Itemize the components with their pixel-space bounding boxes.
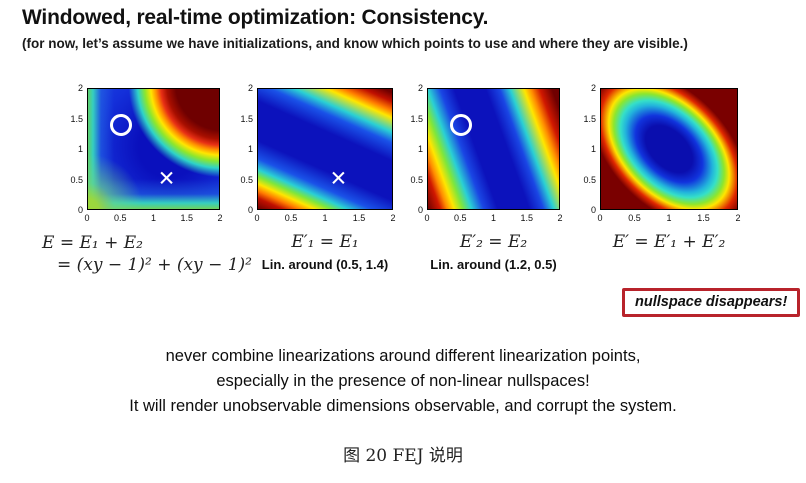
x-axis-ticks: 0 0.5 1 1.5 2 <box>597 213 741 224</box>
y-tick-label: 2 <box>247 83 253 93</box>
equation-line: = (xy − 1)² + (xy − 1)² <box>57 255 252 275</box>
y-axis-ticks: 2 1.5 1 0.5 0 <box>65 83 83 215</box>
warning-line: never combine linearizations around diff… <box>165 347 641 365</box>
equation-e1-block: E′₁ = E₁ Lin. around (0.5, 1.4) <box>253 232 397 272</box>
heatmap-original-cost: 2 1.5 1 0.5 0 ✕ 0 0.5 1 1.5 2 <box>70 83 222 223</box>
y-axis-ticks: 2 1.5 1 0.5 0 <box>405 83 423 215</box>
nullspace-callout: nullspace disappears! <box>622 288 801 317</box>
x-axis-ticks: 0 0.5 1 1.5 2 <box>424 213 563 224</box>
y-tick-label: 1.5 <box>240 113 253 124</box>
equation-original-cost: E = E₁ + E₂ = (xy − 1)² + (xy − 1)² <box>42 233 252 275</box>
y-tick-label: 1 <box>77 144 83 154</box>
x-tick-label: 2 <box>390 213 396 223</box>
x-tick-label: 0.5 <box>453 213 467 223</box>
slide-title: Windowed, real-time optimization: Consis… <box>22 6 489 29</box>
x-tick-label: 1.5 <box>352 213 366 223</box>
equation-line: E′ = E′₁ + E′₂ <box>612 232 726 252</box>
heatmap-canvas <box>427 88 560 210</box>
y-tick-label: 2 <box>417 83 423 93</box>
y-tick-label: 2 <box>77 83 83 93</box>
y-tick-label: 1 <box>247 144 253 154</box>
circle-marker <box>449 114 472 136</box>
x-tick-label: 0.5 <box>113 213 127 223</box>
x-tick-label: 1 <box>666 213 672 223</box>
heatmap-canvas: ✕ <box>257 88 393 210</box>
warning-line: especially in the presence of non-linear… <box>216 372 590 390</box>
x-marker: ✕ <box>329 166 348 191</box>
y-tick-label: 1 <box>417 144 423 154</box>
x-tick-label: 1.5 <box>520 213 534 223</box>
x-tick-label: 1 <box>490 213 497 223</box>
equation-line: E = E₁ + E₂ <box>42 233 143 253</box>
y-tick-label: 0 <box>77 205 83 215</box>
x-tick-label: 2 <box>557 213 563 223</box>
x-tick-label: 1 <box>322 213 328 223</box>
y-tick-label: 0.5 <box>410 174 423 185</box>
x-tick-label: 0 <box>597 213 603 223</box>
equation-line: E′₂ = E₂ <box>459 232 528 252</box>
x-tick-label: 0 <box>424 213 430 223</box>
x-tick-label: 2 <box>735 213 741 223</box>
warning-paragraph: never combine linearizations around diff… <box>0 344 806 419</box>
x-tick-label: 1.5 <box>697 213 710 223</box>
heatmap-linearized-e2: 2 1.5 1 0.5 0 0 0.5 1 1.5 2 <box>410 83 562 223</box>
y-axis-ticks: 2 1.5 1 0.5 0 <box>235 83 253 215</box>
warning-line: It will render unobservable dimensions o… <box>129 397 677 415</box>
heatmap-combined: 2 1.5 1 0.5 0 0 0.5 1 1.5 2 <box>583 83 740 223</box>
equation-e2-block: E′₂ = E₂ Lin. around (1.2, 0.5) <box>421 232 566 272</box>
y-tick-label: 1.5 <box>583 113 596 124</box>
y-tick-label: 1.5 <box>410 113 423 124</box>
equation-combined-block: E′ = E′₁ + E′₂ <box>596 232 742 252</box>
x-tick-label: 0.5 <box>284 213 298 223</box>
equation-line: E′₁ = E₁ <box>291 232 359 252</box>
heatmap-canvas: ✕ <box>87 88 220 210</box>
y-tick-label: 0.5 <box>583 174 596 185</box>
heatmap-linearized-e1: 2 1.5 1 0.5 0 ✕ 0 0.5 1 1.5 2 <box>240 83 395 223</box>
y-tick-label: 0 <box>417 205 423 215</box>
x-tick-label: 1 <box>150 213 157 223</box>
x-tick-label: 2 <box>217 213 223 223</box>
y-tick-label: 0 <box>247 205 253 215</box>
y-tick-label: 0.5 <box>240 174 253 185</box>
y-tick-label: 0 <box>590 205 596 215</box>
x-marker: ✕ <box>157 166 176 191</box>
figure-caption: 图 20 FEJ 说明 <box>343 446 463 466</box>
linearization-note: Lin. around (1.2, 0.5) <box>430 257 557 272</box>
x-tick-label: 1.5 <box>180 213 194 223</box>
tilted-ellipse-bowl <box>601 89 737 209</box>
y-tick-label: 2 <box>590 83 596 93</box>
x-axis-ticks: 0 0.5 1 1.5 2 <box>254 213 396 224</box>
x-axis-ticks: 0 0.5 1 1.5 2 <box>84 213 223 224</box>
linearization-note: Lin. around (0.5, 1.4) <box>261 257 389 272</box>
x-tick-label: 0 <box>84 213 90 223</box>
y-tick-label: 1 <box>590 144 596 154</box>
x-tick-label: 0.5 <box>628 213 641 223</box>
slide-subtitle: (for now, let’s assume we have initializ… <box>22 36 688 51</box>
circle-marker <box>109 114 132 136</box>
y-tick-label: 1.5 <box>70 113 83 124</box>
x-tick-label: 0 <box>254 213 260 223</box>
y-tick-label: 0.5 <box>70 174 83 185</box>
y-axis-ticks: 2 1.5 1 0.5 0 <box>578 83 596 215</box>
heatmap-canvas <box>600 88 738 210</box>
